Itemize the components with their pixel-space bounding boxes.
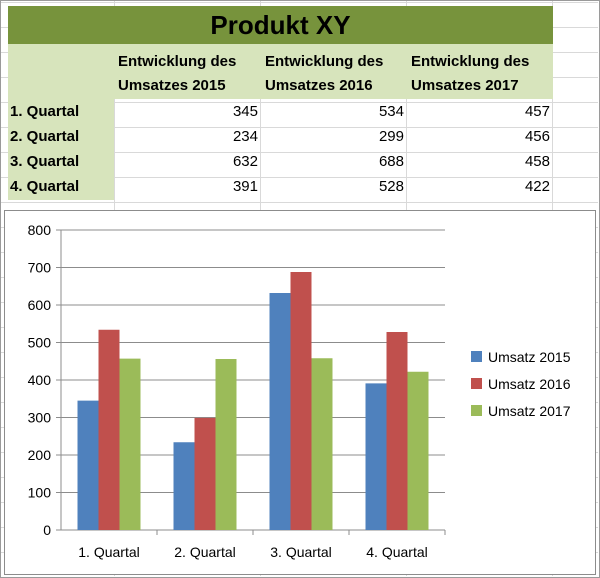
table-cell[interactable]: 456 — [524, 128, 550, 145]
table-cell[interactable]: 534 — [378, 103, 404, 120]
y-tick-label: 0 — [43, 522, 51, 538]
column-header-line: Entwicklung des — [265, 53, 384, 70]
y-tick-label: 700 — [28, 260, 52, 276]
y-tick-label: 600 — [28, 297, 52, 313]
bar[interactable] — [119, 358, 141, 530]
y-tick-label: 800 — [28, 222, 52, 238]
bar[interactable] — [269, 293, 291, 530]
column-header-line: Umsatzes 2016 — [265, 77, 373, 94]
table-cell[interactable]: 345 — [232, 103, 258, 120]
column-header-2017[interactable]: Entwicklung des Umsatzes 2017 — [411, 50, 556, 98]
header-row — [8, 44, 553, 99]
bar[interactable] — [290, 272, 312, 530]
y-tick-label: 500 — [28, 335, 52, 351]
bar[interactable] — [194, 417, 216, 530]
legend-swatch — [471, 351, 482, 362]
row-label-q1[interactable]: 1. Quartal — [10, 103, 80, 120]
table-cell[interactable]: 422 — [524, 178, 550, 195]
y-tick-label: 200 — [28, 447, 52, 463]
legend-label[interactable]: Umsatz 2017 — [488, 403, 571, 419]
label-column — [8, 99, 114, 200]
row-label-q4[interactable]: 4. Quartal — [10, 178, 80, 195]
table-cell[interactable]: 688 — [378, 153, 404, 170]
row-label-q2[interactable]: 2. Quartal — [10, 128, 80, 145]
x-tick-label: 2. Quartal — [174, 544, 235, 560]
bar-chart: 0 100 200 300 400 500 600 700 800 1. Quartal 2. Qu… — [28, 222, 571, 560]
chart-area[interactable]: 0 100 200 300 400 500 600 700 800 1. Quartal 2. Qu… — [4, 210, 596, 575]
legend-label[interactable]: Umsatz 2015 — [488, 349, 571, 365]
table-cell[interactable]: 457 — [524, 103, 550, 120]
column-header-2016[interactable]: Entwicklung des Umsatzes 2016 — [265, 50, 410, 98]
table-cell[interactable]: 458 — [524, 153, 550, 170]
column-header-2015[interactable]: Entwicklung des Umsatzes 2015 — [118, 50, 263, 98]
y-tick-label: 100 — [28, 485, 52, 501]
column-header-line: Entwicklung des — [411, 53, 530, 70]
row-label-q3[interactable]: 3. Quartal — [10, 153, 80, 170]
legend-swatch — [471, 405, 482, 416]
column-header-line: Entwicklung des — [118, 53, 237, 70]
table-cell[interactable]: 528 — [378, 178, 404, 195]
bar[interactable] — [98, 329, 120, 530]
y-tick-label: 300 — [28, 410, 52, 426]
legend-label[interactable]: Umsatz 2016 — [488, 376, 571, 392]
y-tick-label: 400 — [28, 372, 52, 388]
column-header-line: Umsatzes 2017 — [411, 77, 519, 94]
bar[interactable] — [77, 400, 99, 530]
bar[interactable] — [407, 371, 429, 530]
x-tick-label: 4. Quartal — [366, 544, 427, 560]
table-cell[interactable]: 234 — [232, 128, 258, 145]
bar[interactable] — [215, 359, 237, 530]
column-header-line: Umsatzes 2015 — [118, 77, 226, 94]
x-tick-label: 1. Quartal — [78, 544, 139, 560]
x-tick-label: 3. Quartal — [270, 544, 331, 560]
table-title[interactable]: Produkt XY — [8, 6, 553, 44]
legend-swatch — [471, 378, 482, 389]
bar[interactable] — [386, 332, 408, 530]
table-cell[interactable]: 391 — [232, 178, 258, 195]
data-table: Produkt XY Entwicklung des Umsatzes 2015… — [0, 0, 600, 210]
table-cell[interactable]: 632 — [232, 153, 258, 170]
bar[interactable] — [365, 383, 387, 530]
bar[interactable] — [311, 358, 333, 530]
table-cell[interactable]: 299 — [378, 128, 404, 145]
bar[interactable] — [173, 442, 195, 530]
